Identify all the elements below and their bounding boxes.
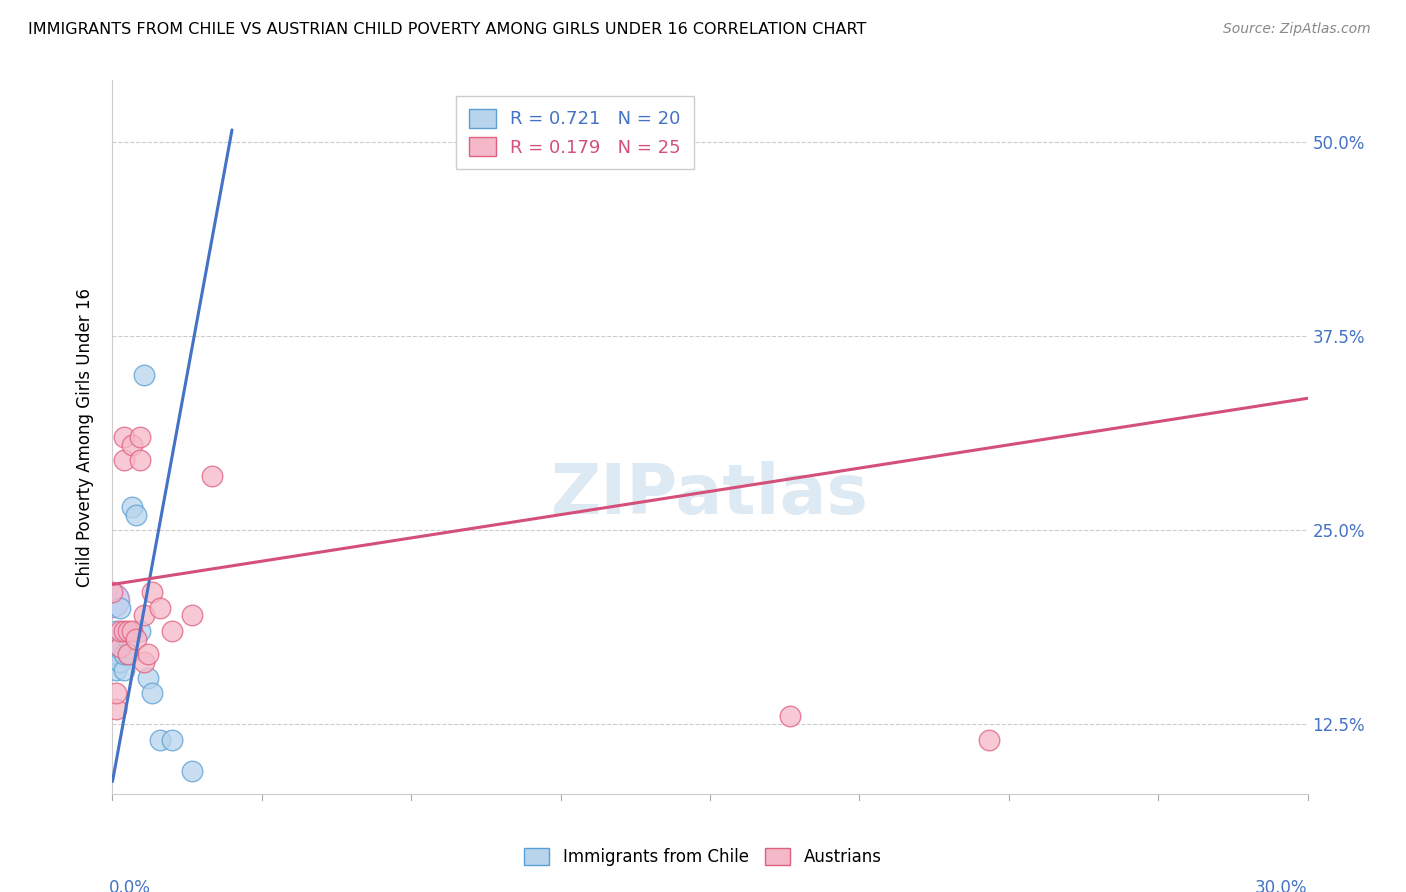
Point <box>181 764 204 778</box>
Point <box>138 647 160 661</box>
Point <box>105 663 128 677</box>
Point <box>105 647 128 661</box>
Point <box>181 608 204 623</box>
Y-axis label: Child Poverty Among Girls Under 16: Child Poverty Among Girls Under 16 <box>76 287 94 587</box>
Point <box>162 732 183 747</box>
Point <box>121 500 143 514</box>
Point <box>105 686 128 700</box>
Text: 30.0%: 30.0% <box>1256 880 1308 892</box>
Point <box>779 709 801 723</box>
Point <box>121 624 143 638</box>
Point <box>101 640 124 654</box>
Point <box>117 624 139 638</box>
Point <box>125 508 148 522</box>
Text: 0.0%: 0.0% <box>108 880 150 892</box>
Point <box>117 647 139 661</box>
Point <box>110 640 132 654</box>
Point <box>114 663 135 677</box>
Point <box>117 647 139 661</box>
Point <box>114 624 135 638</box>
Legend: Immigrants from Chile, Austrians: Immigrants from Chile, Austrians <box>517 841 889 873</box>
Text: ZIPatlas: ZIPatlas <box>551 460 869 528</box>
Point <box>134 655 156 669</box>
Point <box>134 608 156 623</box>
Point <box>141 585 163 599</box>
Point <box>977 732 1000 747</box>
Point <box>129 430 152 444</box>
Point <box>105 624 128 638</box>
Point <box>149 600 172 615</box>
Point <box>101 585 124 599</box>
Point <box>101 593 124 607</box>
Point <box>114 647 135 661</box>
Point <box>138 671 160 685</box>
Point <box>201 468 224 483</box>
Point <box>125 632 148 646</box>
Point <box>114 430 135 444</box>
Point <box>129 624 152 638</box>
Text: IMMIGRANTS FROM CHILE VS AUSTRIAN CHILD POVERTY AMONG GIRLS UNDER 16 CORRELATION: IMMIGRANTS FROM CHILE VS AUSTRIAN CHILD … <box>28 22 866 37</box>
Point <box>134 368 156 382</box>
Point <box>110 624 132 638</box>
Legend: R = 0.721   N = 20, R = 0.179   N = 25: R = 0.721 N = 20, R = 0.179 N = 25 <box>456 96 693 169</box>
Point <box>117 632 139 646</box>
Point <box>114 453 135 467</box>
Point <box>105 701 128 715</box>
Point <box>162 624 183 638</box>
Point <box>129 453 152 467</box>
Point <box>121 438 143 452</box>
Point <box>110 655 132 669</box>
Point <box>110 640 132 654</box>
Text: Source: ZipAtlas.com: Source: ZipAtlas.com <box>1223 22 1371 37</box>
Point <box>149 732 172 747</box>
Point <box>141 686 163 700</box>
Point <box>110 600 132 615</box>
